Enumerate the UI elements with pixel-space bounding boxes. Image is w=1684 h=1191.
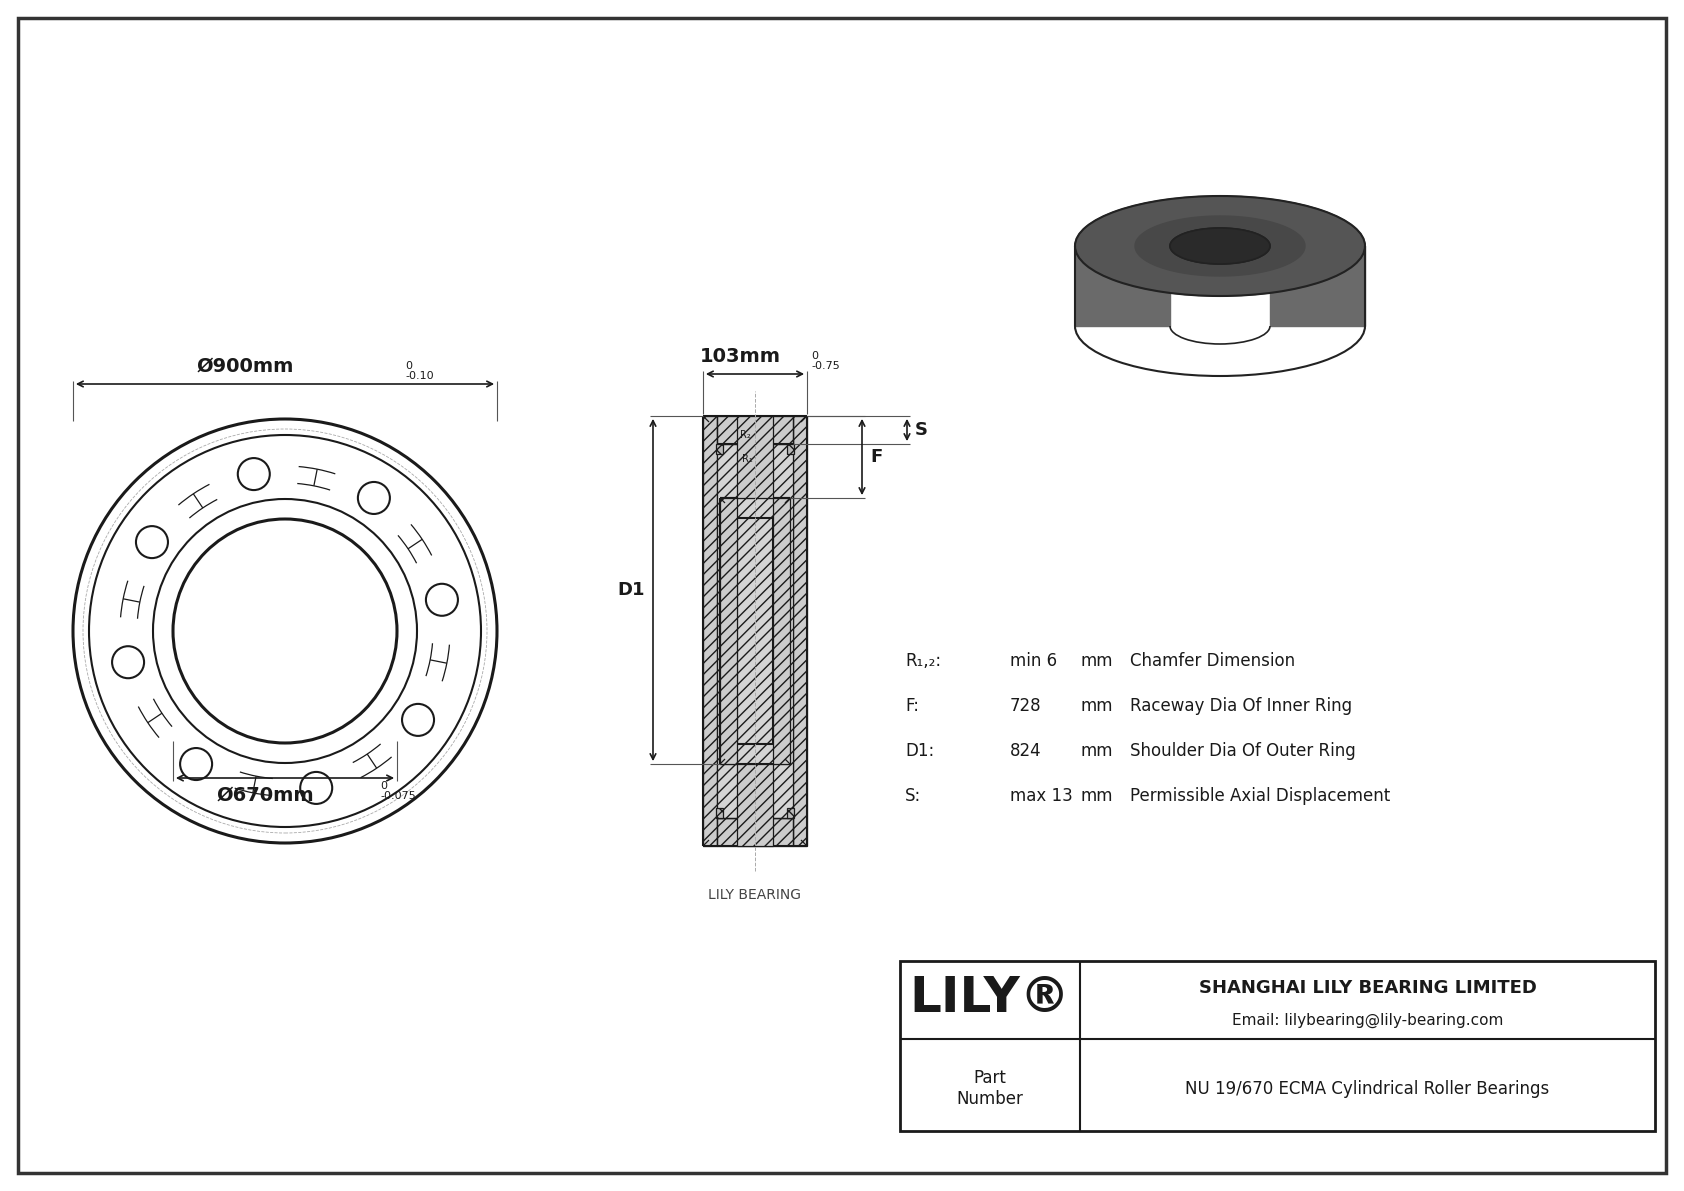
Text: LILY BEARING: LILY BEARING [709, 888, 802, 902]
Text: 728: 728 [1010, 697, 1042, 715]
Text: mm: mm [1079, 742, 1113, 760]
Text: max 13: max 13 [1010, 787, 1073, 805]
Text: 0: 0 [381, 781, 387, 791]
Text: R₁: R₁ [743, 454, 753, 464]
Text: F:: F: [904, 697, 919, 715]
Text: Permissible Axial Displacement: Permissible Axial Displacement [1130, 787, 1391, 805]
Polygon shape [1170, 227, 1270, 264]
Text: 824: 824 [1010, 742, 1042, 760]
Text: 0: 0 [812, 351, 818, 361]
Bar [738, 763, 773, 846]
Text: -0.075: -0.075 [381, 791, 416, 802]
Text: min 6: min 6 [1010, 651, 1058, 671]
Text: NU 19/670 ECMA Cylindrical Roller Bearings: NU 19/670 ECMA Cylindrical Roller Bearin… [1186, 1079, 1549, 1097]
Text: F: F [871, 448, 882, 466]
Text: Chamfer Dimension: Chamfer Dimension [1130, 651, 1295, 671]
Bar [786, 444, 793, 454]
Text: R₂: R₂ [741, 430, 751, 439]
Bar [773, 498, 790, 763]
Polygon shape [1170, 227, 1270, 264]
Polygon shape [1135, 216, 1305, 276]
Text: 0: 0 [404, 361, 413, 372]
Text: D1:: D1: [904, 742, 935, 760]
Polygon shape [1074, 197, 1366, 297]
Text: D1: D1 [618, 581, 645, 599]
Text: mm: mm [1079, 651, 1113, 671]
Text: R₁,₂:: R₁,₂: [904, 651, 941, 671]
Bar [793, 416, 807, 846]
Text: Raceway Dia Of Inner Ring: Raceway Dia Of Inner Ring [1130, 697, 1352, 715]
Bar [702, 416, 717, 846]
Bar [786, 807, 793, 818]
Text: Part
Number: Part Number [957, 1070, 1024, 1108]
Text: S:: S: [904, 787, 921, 805]
Text: Email: lilybearing@lily-bearing.com: Email: lilybearing@lily-bearing.com [1231, 1012, 1504, 1028]
Bar [717, 444, 793, 818]
Text: Shoulder Dia Of Outer Ring: Shoulder Dia Of Outer Ring [1130, 742, 1356, 760]
Text: S: S [914, 420, 928, 439]
Bar [716, 807, 722, 818]
Bar [899, 961, 1655, 1131]
Bar [738, 416, 773, 498]
Bar [721, 498, 738, 763]
Bar [716, 444, 722, 454]
Text: Ø900mm: Ø900mm [197, 357, 293, 376]
Text: -0.10: -0.10 [404, 372, 433, 381]
Text: SHANGHAI LILY BEARING LIMITED: SHANGHAI LILY BEARING LIMITED [1199, 979, 1536, 997]
Text: 103mm: 103mm [699, 347, 780, 366]
Text: mm: mm [1079, 697, 1113, 715]
Bar [717, 416, 793, 444]
Text: Ø670mm: Ø670mm [216, 786, 313, 805]
Bar [717, 818, 793, 846]
Text: LILY®: LILY® [909, 974, 1071, 1022]
Text: -0.75: -0.75 [812, 361, 840, 372]
Text: mm: mm [1079, 787, 1113, 805]
